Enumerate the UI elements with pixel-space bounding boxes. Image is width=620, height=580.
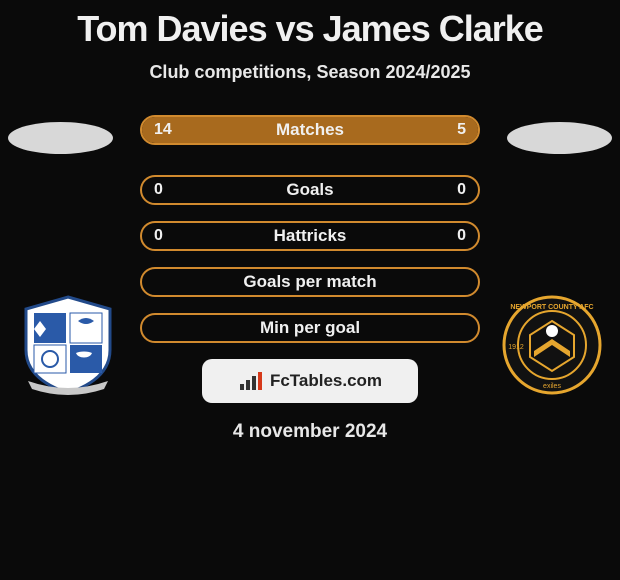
stat-bar: Goals per match — [140, 267, 480, 297]
club-badge-left — [18, 295, 118, 395]
svg-text:1912: 1912 — [508, 344, 524, 351]
page-title: Tom Davies vs James Clarke — [0, 8, 620, 50]
stat-bar: 145Matches — [140, 115, 480, 145]
svg-text:exiles: exiles — [543, 383, 561, 390]
brand-text: FcTables.com — [270, 371, 382, 391]
newport-county-icon: NEWPORT COUNTY AFC exiles 1912 — [502, 295, 602, 395]
stats-area: 00Goals 00Hattricks Goals per match Min … — [140, 175, 480, 343]
player-left-ellipse — [8, 122, 113, 154]
stat-label: Goals — [142, 177, 478, 203]
chart-bars-icon — [238, 370, 264, 392]
stat-bar: 00Hattricks — [140, 221, 480, 251]
svg-text:NEWPORT COUNTY AFC: NEWPORT COUNTY AFC — [510, 304, 593, 311]
stat-bar: 00Goals — [140, 175, 480, 205]
brand-box[interactable]: FcTables.com — [202, 359, 418, 403]
club-badge-right: NEWPORT COUNTY AFC exiles 1912 — [502, 295, 602, 395]
subtitle: Club competitions, Season 2024/2025 — [0, 62, 620, 83]
stat-bar: Min per goal — [140, 313, 480, 343]
stat-label: Hattricks — [142, 223, 478, 249]
tranmere-rovers-icon — [18, 295, 118, 395]
stat-label: Min per goal — [142, 315, 478, 341]
top-row: 145Matches — [0, 115, 620, 161]
player-right-ellipse — [507, 122, 612, 154]
stat-label: Goals per match — [142, 269, 478, 295]
date-text: 4 november 2024 — [0, 421, 620, 443]
stat-label: Matches — [142, 117, 478, 143]
